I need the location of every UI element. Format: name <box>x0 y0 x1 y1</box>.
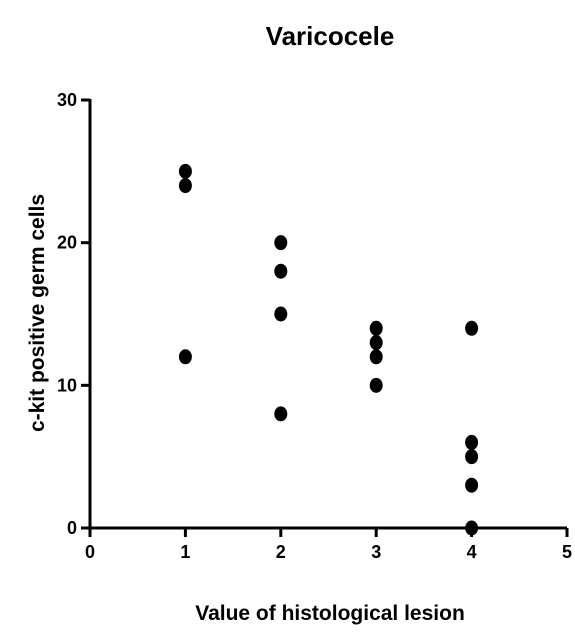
x-axis-label: Value of histological lesion <box>195 602 465 625</box>
y-tick-label: 20 <box>57 233 77 253</box>
x-tick-label: 3 <box>371 542 381 562</box>
x-tick-label: 5 <box>562 542 572 562</box>
data-points <box>178 163 479 536</box>
data-point <box>274 263 288 279</box>
data-point <box>369 320 383 336</box>
data-point <box>369 349 383 365</box>
data-point <box>465 434 479 450</box>
y-tick-label: 30 <box>57 90 77 110</box>
data-point <box>274 235 288 251</box>
y-axis-ticks: 0 10 20 30 <box>57 90 90 538</box>
data-point <box>465 449 479 465</box>
data-point <box>465 477 479 493</box>
x-axis-ticks: 0 1 2 3 4 5 <box>85 528 572 562</box>
data-point <box>178 163 192 179</box>
data-point <box>178 178 192 194</box>
data-point <box>274 406 288 422</box>
y-axis-label: c-kit positive germ cells <box>26 194 49 432</box>
y-tick-label: 0 <box>67 518 77 538</box>
data-point <box>178 349 192 365</box>
data-point <box>369 335 383 351</box>
data-point <box>465 320 479 336</box>
x-tick-label: 0 <box>85 542 95 562</box>
x-tick-label: 4 <box>467 542 477 562</box>
chart-title: Varicocele <box>266 21 395 51</box>
x-tick-label: 2 <box>276 542 286 562</box>
data-point <box>274 306 288 322</box>
data-point <box>369 377 383 393</box>
y-tick-label: 10 <box>57 375 77 395</box>
x-tick-label: 1 <box>180 542 190 562</box>
